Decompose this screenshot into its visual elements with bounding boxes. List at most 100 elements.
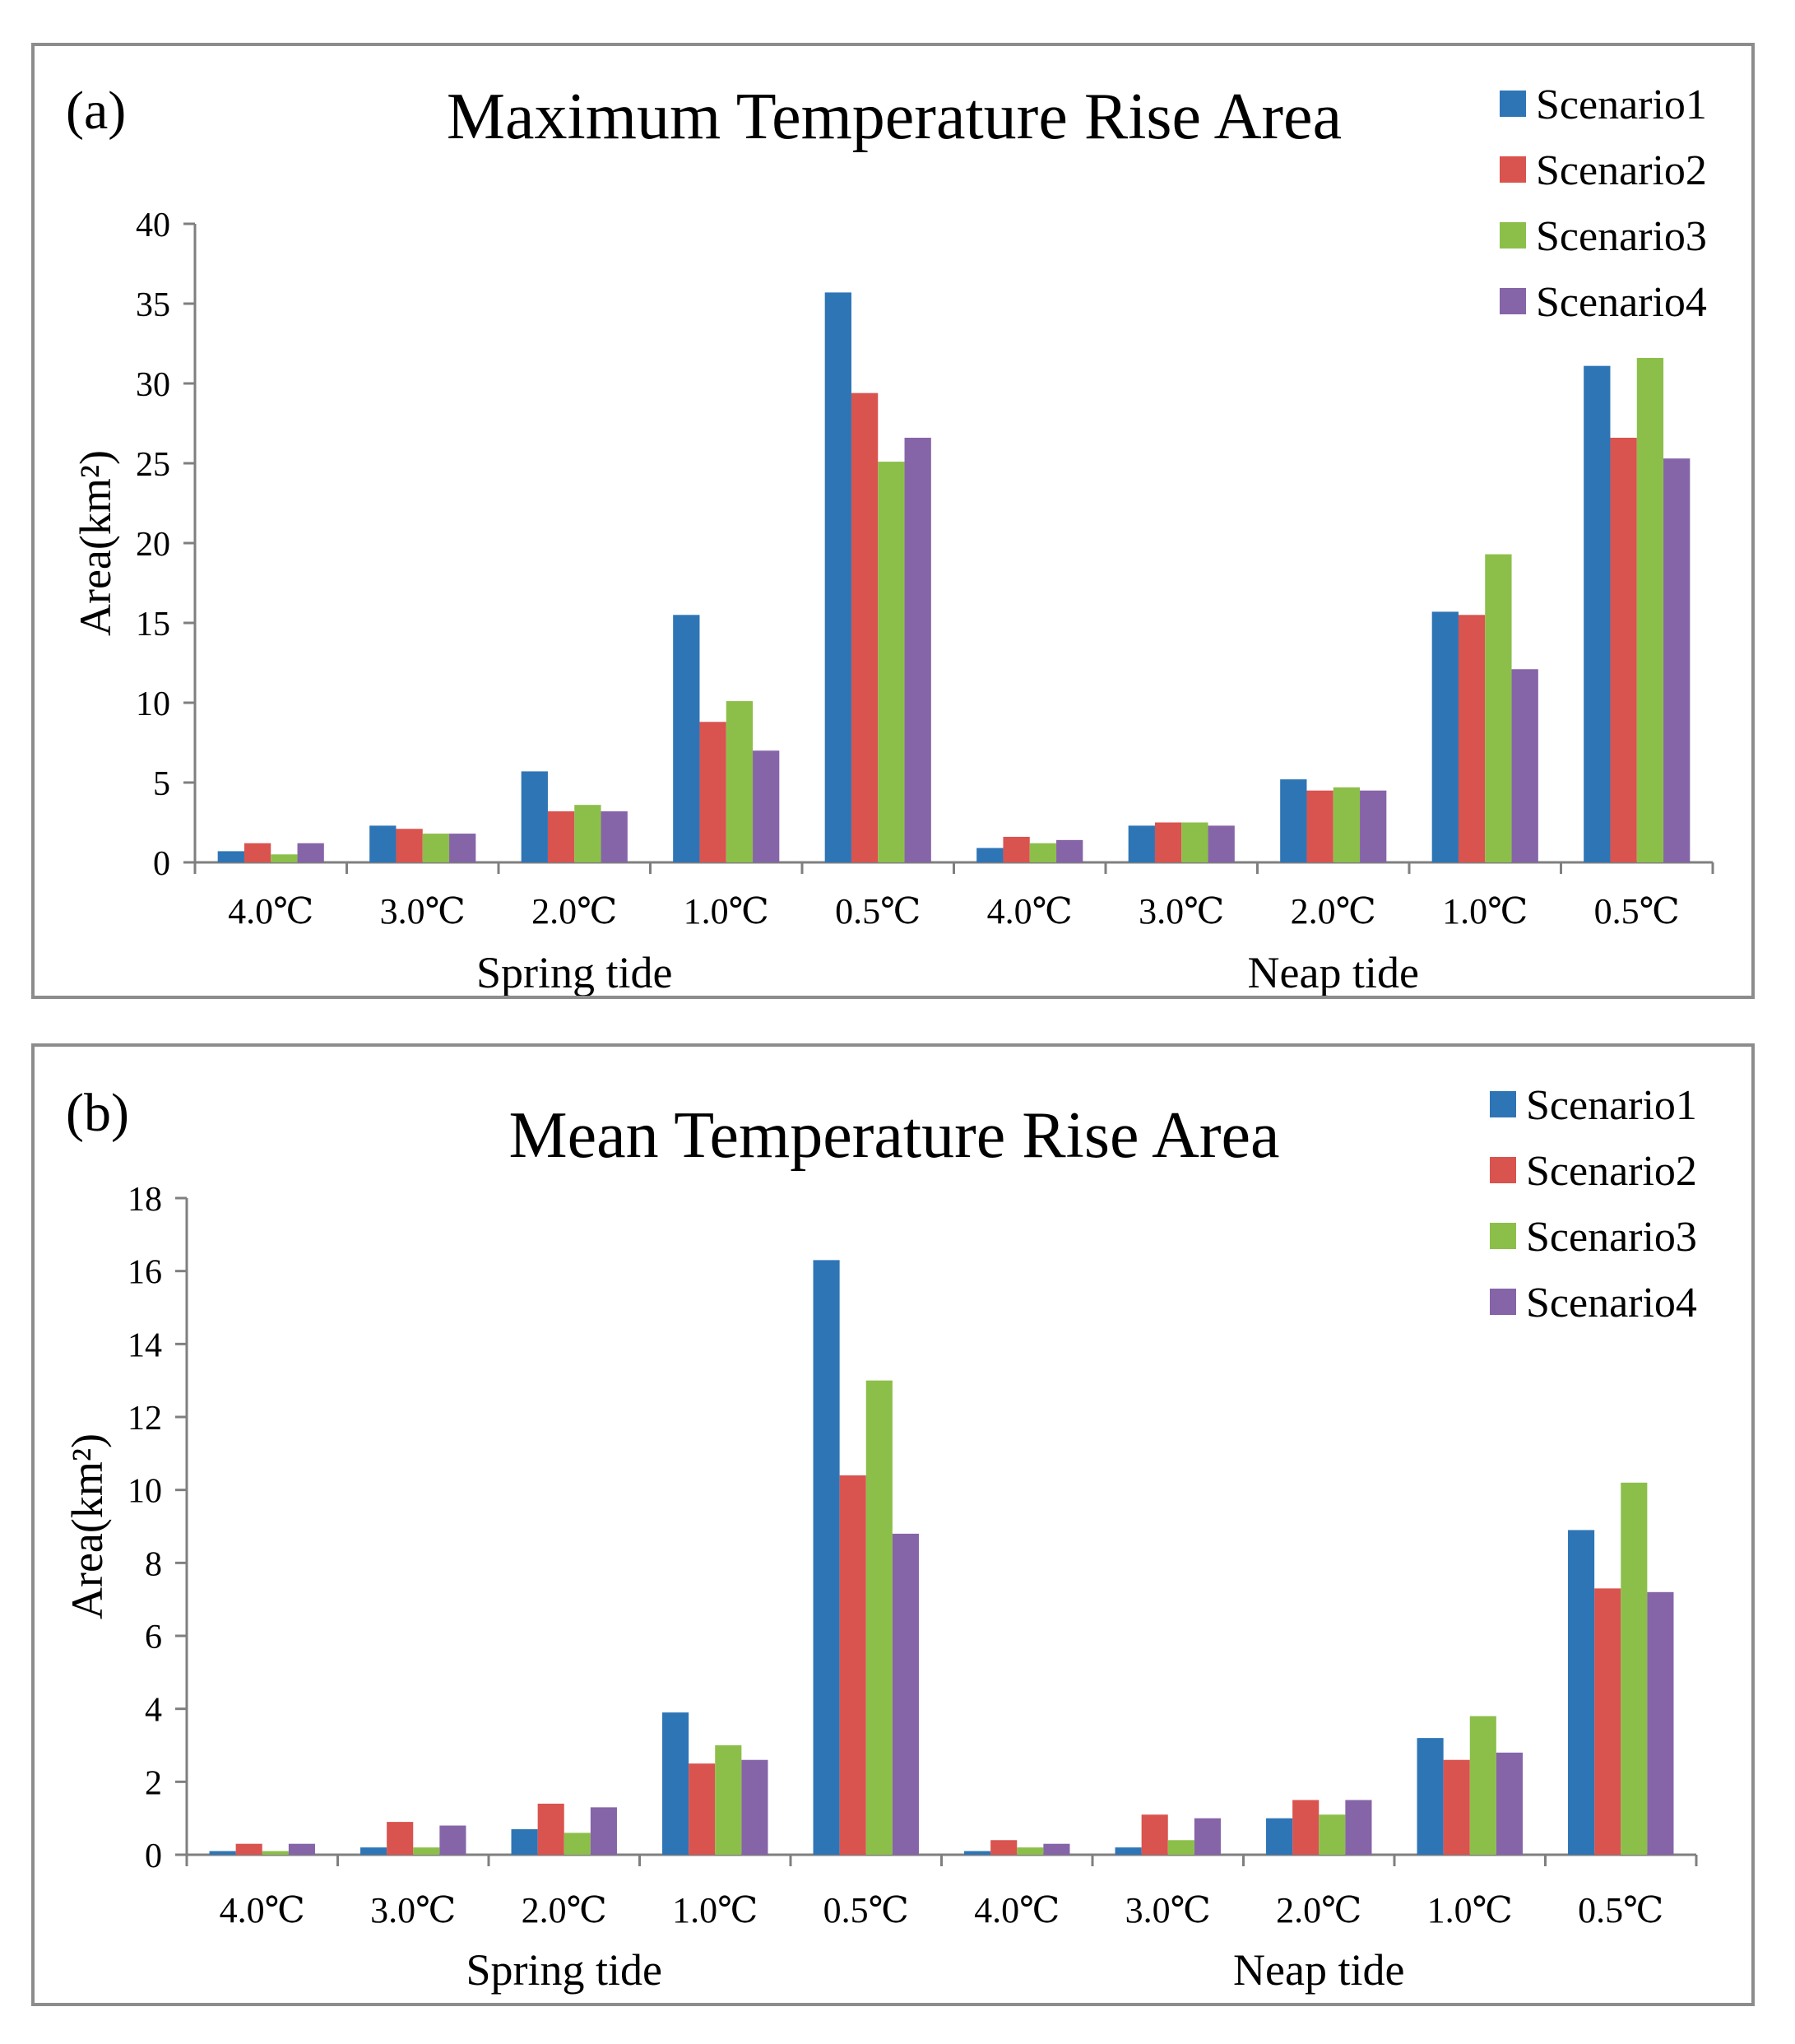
bar-scenario1	[1280, 779, 1307, 862]
bar-scenario2	[1610, 437, 1637, 862]
chart-panel-b: (b) Mean Temperature Rise Area 0 2 4 6 8 10 12 14…	[31, 1043, 1755, 2006]
category-label: 4.0℃	[228, 891, 313, 931]
y-tick-label: 2	[145, 1764, 162, 1802]
bar-scenario3	[1319, 1814, 1346, 1855]
category-label: 3.0℃	[380, 891, 466, 931]
category-label: 2.0℃	[1276, 1890, 1361, 1930]
bar-scenario2	[547, 811, 575, 862]
bar-scenario3	[413, 1847, 440, 1855]
category-label: 2.0℃	[1291, 891, 1376, 931]
bar-scenario3	[865, 1380, 893, 1855]
bar-scenario1	[369, 825, 397, 862]
bar-scenario4	[1043, 1843, 1070, 1855]
chart-title: Mean Temperature Rise Area	[509, 1099, 1280, 1172]
y-tick-label: 8	[145, 1545, 162, 1583]
y-tick-label: 25	[136, 446, 170, 484]
legend-label: Scenario1	[1526, 1082, 1697, 1129]
bar-scenario1	[824, 292, 851, 862]
group-label: Neap tide	[1233, 1945, 1404, 1995]
y-tick-label: 20	[136, 526, 170, 564]
legend-label: Scenario4	[1536, 279, 1707, 326]
legend-swatch-scenario1	[1500, 91, 1526, 117]
bar-scenario3	[1181, 822, 1208, 862]
category-label: 0.5℃	[835, 891, 921, 931]
bar-scenario1	[209, 1851, 236, 1855]
bar-scenario4	[892, 1533, 919, 1855]
category-label: 0.5℃	[1594, 891, 1680, 931]
bar-scenario1	[662, 1712, 689, 1855]
bar-scenario2	[689, 1763, 716, 1855]
y-tick-label: 4	[145, 1692, 162, 1730]
legend-swatch-scenario2	[1500, 156, 1526, 183]
bar-scenario4	[1194, 1818, 1221, 1855]
panel-label: (a)	[66, 81, 126, 141]
bar-scenario4	[1345, 1800, 1372, 1855]
bar-scenario3	[422, 834, 450, 862]
bar-scenario4	[601, 811, 628, 862]
legend-swatch-scenario4	[1500, 288, 1526, 314]
bar-scenario2	[1292, 1800, 1320, 1855]
bar-scenario1	[217, 851, 244, 862]
bar-scenario3	[1621, 1482, 1648, 1855]
y-tick-label: 10	[128, 1473, 162, 1511]
bar-scenario2	[990, 1840, 1018, 1855]
group-label: Neap tide	[1248, 948, 1419, 996]
bar-scenario4	[1496, 1752, 1523, 1855]
y-tick-label: 0	[145, 1837, 162, 1875]
bar-scenario1	[1431, 611, 1459, 862]
bar-scenario3	[271, 854, 298, 862]
panel-label: (b)	[66, 1083, 129, 1143]
bar-scenario4	[590, 1807, 617, 1855]
bar-scenario4	[439, 1825, 466, 1855]
y-axis-label: Area(km²)	[71, 450, 120, 636]
bar-scenario3	[1469, 1716, 1496, 1855]
bar-scenario2	[1306, 790, 1333, 862]
y-tick-label: 16	[128, 1254, 162, 1292]
bar-scenario3	[715, 1745, 742, 1855]
bar-scenario1	[1128, 825, 1155, 862]
category-label: 0.5℃	[823, 1890, 909, 1930]
bar-scenario4	[741, 1759, 768, 1855]
bar-scenario2	[1594, 1588, 1621, 1855]
legend-swatch-scenario2	[1490, 1157, 1516, 1183]
bar-scenario4	[1663, 458, 1691, 862]
bar-scenario4	[753, 750, 780, 862]
bar-scenario2	[839, 1475, 866, 1855]
bar-scenario2	[699, 722, 726, 862]
bar-scenario1	[673, 615, 700, 862]
bar-scenario4	[1360, 790, 1387, 862]
bar-scenario1	[1584, 365, 1611, 862]
bar-scenario1	[360, 1847, 387, 1855]
legend-label: Scenario4	[1526, 1280, 1697, 1326]
y-tick-label: 6	[145, 1619, 162, 1656]
bar-scenario2	[851, 393, 879, 862]
chart-title: Maximum Temperature Rise Area	[447, 81, 1342, 153]
bar-scenario1	[813, 1260, 840, 1855]
bar-scenario2	[396, 829, 423, 862]
bar-scenario2	[244, 843, 271, 862]
bar-scenario1	[1266, 1818, 1293, 1855]
chart-a-plot: (a) Maximum Temperature Rise Area 0 5 10 15 20…	[66, 81, 1714, 996]
y-tick-label: 14	[128, 1326, 162, 1364]
y-tick-label: 40	[136, 207, 170, 244]
category-label: 2.0℃	[531, 891, 617, 931]
legend-swatch-scenario3	[1500, 222, 1526, 249]
bar-scenario2	[1443, 1759, 1470, 1855]
bar-scenario1	[964, 1851, 991, 1855]
y-tick-label: 35	[136, 286, 170, 324]
legend-label: Scenario2	[1526, 1148, 1697, 1195]
bar-scenario3	[726, 701, 754, 862]
y-tick-label: 10	[136, 685, 170, 723]
y-tick-label: 5	[153, 765, 170, 803]
bar-scenario3	[878, 462, 905, 862]
category-label: 1.0℃	[684, 891, 769, 931]
bar-scenario4	[449, 834, 476, 862]
bar-scenario4	[1647, 1591, 1674, 1855]
category-label: 4.0℃	[987, 891, 1073, 931]
bar-scenario4	[1056, 839, 1083, 862]
bar-scenario1	[1417, 1738, 1444, 1855]
legend-label: Scenario3	[1536, 213, 1707, 260]
bar-scenario2	[1003, 836, 1030, 862]
bar-scenario1	[976, 848, 1004, 862]
bar-scenario1	[1568, 1530, 1595, 1855]
